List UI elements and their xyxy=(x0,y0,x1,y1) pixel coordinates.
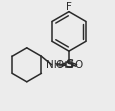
Text: F: F xyxy=(65,2,71,12)
Text: NH: NH xyxy=(46,60,61,70)
Text: O: O xyxy=(55,60,63,70)
Text: O: O xyxy=(73,60,82,70)
FancyBboxPatch shape xyxy=(65,62,71,67)
Text: S: S xyxy=(64,58,73,71)
